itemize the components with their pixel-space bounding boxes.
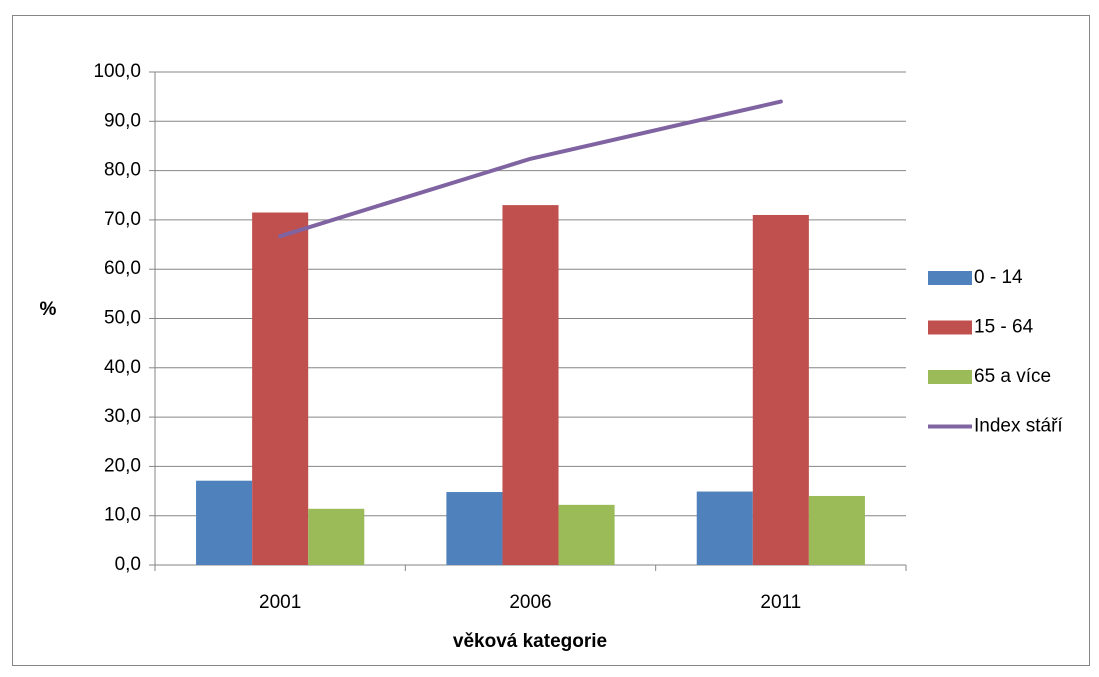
- x-axis-title: věková kategorie: [453, 631, 607, 652]
- bar: [308, 508, 365, 565]
- x-tick-label: 2006: [509, 592, 551, 613]
- legend-swatch: [928, 271, 972, 285]
- y-tick-label: 20,0: [104, 455, 141, 476]
- y-tick-label: 80,0: [104, 160, 141, 181]
- bar: [446, 492, 503, 565]
- bar: [808, 495, 865, 565]
- legend-label: Index stáří: [974, 416, 1063, 437]
- y-axis-title: %: [40, 299, 57, 320]
- y-tick-label: 70,0: [104, 209, 141, 230]
- y-tick-label: 30,0: [104, 406, 141, 427]
- legend-swatch: [928, 320, 972, 335]
- x-tick-label: 2001: [259, 592, 301, 613]
- legend-swatch: [928, 370, 972, 384]
- bar: [752, 214, 809, 565]
- legend-label: 65 a více: [974, 366, 1051, 387]
- bar: [252, 212, 309, 565]
- line: [278, 99, 783, 239]
- legend-label: 15 - 64: [974, 317, 1034, 338]
- bar: [558, 504, 615, 565]
- y-tick-label: 90,0: [104, 110, 141, 131]
- bar: [196, 480, 253, 565]
- y-tick-label: 10,0: [104, 505, 141, 526]
- bar: [696, 491, 753, 565]
- y-tick-label: 50,0: [104, 308, 141, 329]
- y-tick-label: 60,0: [104, 258, 141, 279]
- legend-label: 0 - 14: [974, 267, 1023, 288]
- y-tick-label: 40,0: [104, 357, 141, 378]
- bar: [502, 205, 559, 566]
- x-tick-label: 2011: [760, 592, 801, 613]
- y-tick-label: 100,0: [93, 61, 141, 82]
- y-tick-label: 0,0: [115, 554, 141, 575]
